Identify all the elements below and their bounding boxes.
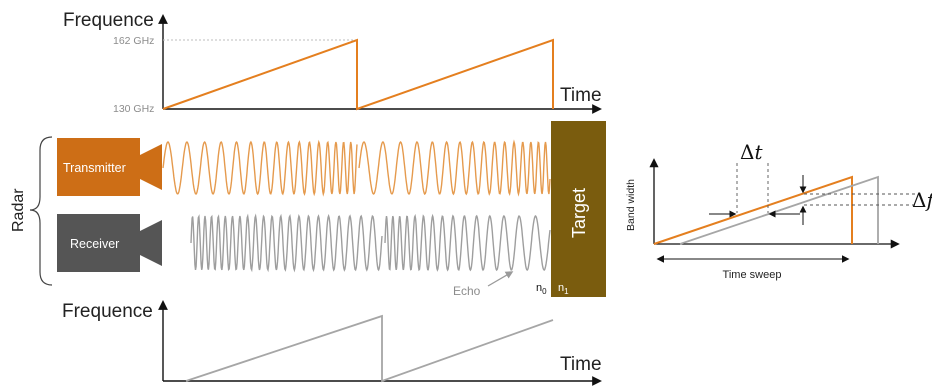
receiver-box xyxy=(57,214,140,272)
receiver-horn xyxy=(140,220,162,266)
time-sweep-label: Time sweep xyxy=(723,269,782,281)
band-width-label: Band width xyxy=(625,179,637,231)
receive-chirp-ramp xyxy=(185,314,554,383)
delta-t-label: Δt xyxy=(740,140,763,164)
bottom-x-axis-label: Time xyxy=(560,354,602,375)
receiver-label: Receiver xyxy=(70,237,119,251)
tick-130-ghz: 130 GHz xyxy=(113,103,154,115)
target-label: Target xyxy=(569,188,589,238)
transmitter-unit: Transmitter xyxy=(57,138,162,196)
delta-f-label: Δf xyxy=(912,188,932,212)
inset-diagram: Δt Δf Band width Time sweep xyxy=(625,140,932,281)
target-rect xyxy=(551,121,606,297)
receiver-unit: Receiver xyxy=(57,214,162,272)
top-y-axis-label: Frequence xyxy=(63,10,154,31)
bottom-y-axis-label: Frequence xyxy=(62,301,153,322)
transmitter-horn xyxy=(140,144,162,190)
radar-group: Radar Transmitter Receiver Echo xyxy=(10,136,551,298)
transmit-chirp-ramp xyxy=(162,38,554,111)
transmitter-label: Transmitter xyxy=(63,161,126,175)
receive-wave xyxy=(190,213,551,273)
n1-label: n1 xyxy=(558,282,569,296)
radar-label: Radar xyxy=(10,188,27,232)
transmit-wave xyxy=(162,139,551,197)
echo-arrow xyxy=(487,271,514,287)
n0-label: n0 xyxy=(536,282,547,296)
top-x-axis-label: Time xyxy=(560,85,602,106)
tick-162-ghz: 162 GHz xyxy=(113,35,154,47)
transmitter-box xyxy=(57,138,140,196)
inset-tx-ramp xyxy=(653,175,853,245)
bottom-frequency-plot: Frequence Time xyxy=(62,300,602,386)
inset-rx-ramp xyxy=(679,175,879,245)
target-block: Target n0 n1 xyxy=(536,121,606,297)
radar-brace xyxy=(29,136,53,286)
top-frequency-plot: Frequence Time 162 GHz 130 GHz xyxy=(63,10,602,115)
echo-label: Echo xyxy=(453,284,481,298)
